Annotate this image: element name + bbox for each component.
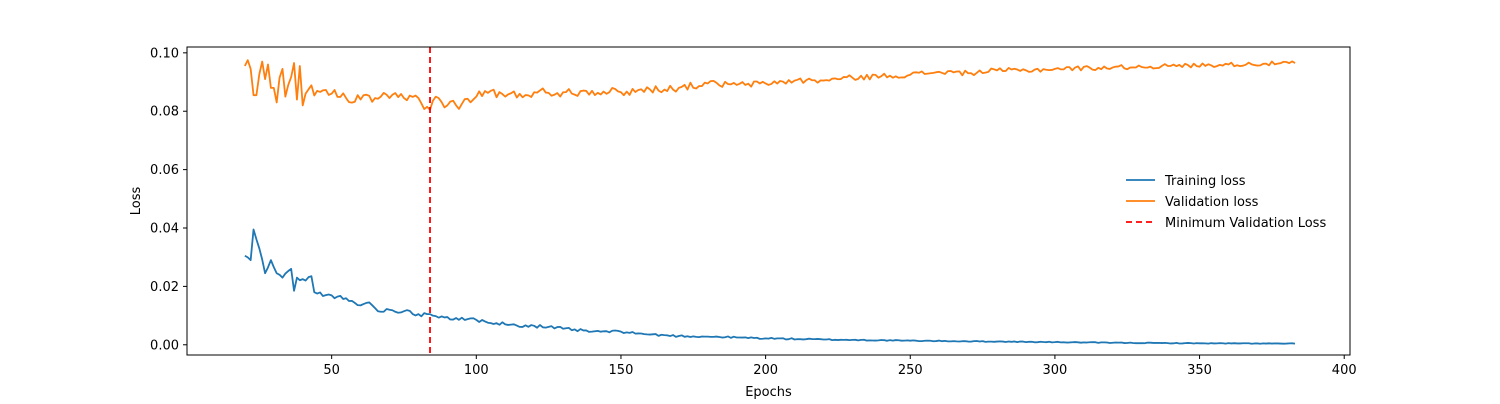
series-line-validation-loss [244,59,1296,111]
x-tick-label: 350 [1187,363,1212,378]
y-axis-label: Loss [129,187,144,216]
legend-label-training-loss: Training loss [1164,174,1246,189]
y-tick-label: 0.02 [150,280,179,295]
plot-frame [186,46,1351,356]
x-tick-label: 250 [898,363,923,378]
x-tick-label: 400 [1332,363,1357,378]
y-tick-label: 0.04 [150,222,179,237]
legend: Training loss Validation loss Minimum Va… [1126,174,1326,231]
plot-layer [244,47,1296,355]
series-line-training-loss [244,228,1296,345]
x-tick-label: 100 [464,363,489,378]
x-tick-label: 50 [323,363,340,378]
x-axis-label: Epochs [745,385,792,400]
x-tick-label: 300 [1042,363,1067,378]
y-tick-label: 0.10 [150,46,179,61]
y-tick-label: 0.06 [150,163,179,178]
x-tick-label: 150 [609,363,634,378]
legend-label-validation-loss: Validation loss [1165,195,1259,210]
x-tick-label: 200 [753,363,778,378]
y-axis-ticks: 0.00 0.02 0.04 0.06 0.08 0.10 [150,46,187,353]
y-tick-label: 0.00 [150,338,179,353]
x-axis-ticks: 50 100 150 200 250 300 350 400 [323,355,1357,378]
y-tick-label: 0.08 [150,105,179,120]
legend-label-minimum-validation-loss: Minimum Validation Loss [1165,216,1326,231]
